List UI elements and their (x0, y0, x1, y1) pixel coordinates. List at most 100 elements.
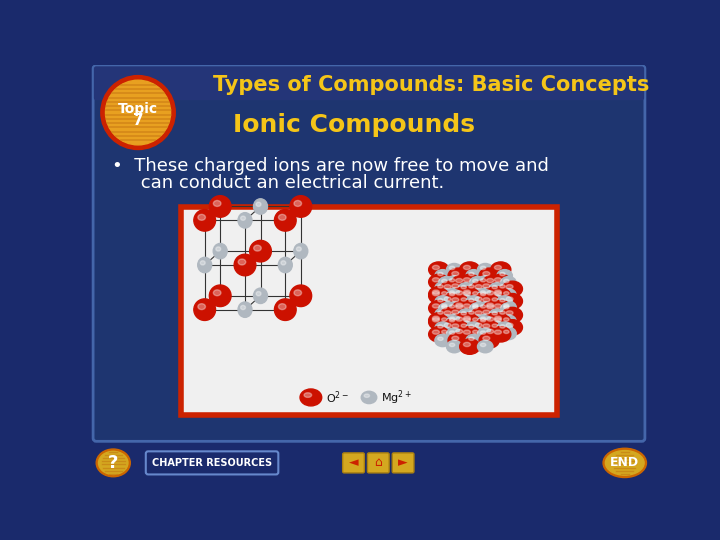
Ellipse shape (441, 281, 461, 296)
Ellipse shape (464, 265, 470, 269)
Ellipse shape (469, 285, 474, 288)
Ellipse shape (503, 304, 509, 307)
Ellipse shape (253, 199, 267, 214)
Ellipse shape (433, 265, 439, 269)
Ellipse shape (464, 330, 470, 334)
Ellipse shape (441, 304, 447, 307)
Ellipse shape (495, 290, 501, 294)
Ellipse shape (459, 313, 480, 328)
Ellipse shape (433, 292, 439, 296)
Ellipse shape (487, 317, 494, 321)
Ellipse shape (449, 317, 455, 320)
Ellipse shape (459, 288, 480, 303)
Ellipse shape (497, 308, 513, 320)
Ellipse shape (106, 80, 171, 145)
Ellipse shape (495, 265, 501, 269)
Ellipse shape (472, 330, 478, 334)
Ellipse shape (461, 298, 467, 301)
Ellipse shape (435, 282, 451, 294)
Ellipse shape (452, 326, 472, 341)
Ellipse shape (472, 306, 478, 309)
Ellipse shape (469, 337, 474, 340)
Ellipse shape (469, 311, 474, 314)
Ellipse shape (451, 272, 459, 276)
Ellipse shape (464, 316, 470, 320)
Ellipse shape (503, 306, 509, 309)
Ellipse shape (483, 298, 490, 302)
Ellipse shape (294, 244, 307, 259)
Ellipse shape (451, 284, 459, 288)
Ellipse shape (464, 278, 470, 282)
Ellipse shape (428, 274, 449, 289)
Ellipse shape (438, 315, 454, 327)
Ellipse shape (603, 448, 647, 477)
Ellipse shape (253, 245, 261, 251)
Ellipse shape (503, 330, 509, 334)
Ellipse shape (234, 254, 256, 276)
Ellipse shape (441, 279, 447, 282)
Ellipse shape (500, 272, 505, 276)
Ellipse shape (475, 297, 482, 301)
Ellipse shape (472, 320, 492, 335)
Ellipse shape (503, 318, 509, 321)
Ellipse shape (466, 269, 482, 282)
Ellipse shape (500, 289, 516, 301)
Ellipse shape (475, 311, 482, 315)
Ellipse shape (459, 287, 480, 302)
Ellipse shape (448, 280, 468, 296)
Ellipse shape (480, 292, 486, 296)
Ellipse shape (479, 333, 499, 348)
Ellipse shape (279, 257, 292, 273)
FancyBboxPatch shape (93, 65, 645, 441)
Ellipse shape (274, 299, 296, 320)
Ellipse shape (433, 318, 439, 322)
Ellipse shape (240, 216, 246, 220)
Ellipse shape (433, 316, 439, 320)
Ellipse shape (483, 272, 490, 276)
Ellipse shape (472, 279, 478, 282)
Ellipse shape (480, 331, 486, 334)
Ellipse shape (240, 306, 246, 309)
Ellipse shape (480, 343, 486, 347)
Ellipse shape (452, 314, 472, 329)
Ellipse shape (438, 311, 444, 314)
Ellipse shape (449, 343, 455, 347)
Ellipse shape (464, 292, 470, 296)
Ellipse shape (464, 318, 470, 322)
Ellipse shape (479, 307, 499, 322)
Ellipse shape (483, 300, 503, 315)
Ellipse shape (487, 303, 494, 307)
Ellipse shape (449, 305, 455, 308)
Ellipse shape (433, 278, 439, 282)
Text: 7: 7 (132, 113, 143, 128)
Ellipse shape (464, 290, 470, 294)
Ellipse shape (490, 300, 510, 316)
Ellipse shape (490, 313, 510, 328)
Ellipse shape (469, 299, 474, 302)
Ellipse shape (500, 276, 516, 289)
Ellipse shape (489, 321, 505, 334)
Ellipse shape (472, 292, 478, 295)
Ellipse shape (477, 288, 493, 300)
Ellipse shape (487, 305, 494, 309)
Ellipse shape (441, 294, 461, 309)
Ellipse shape (210, 195, 231, 217)
Ellipse shape (449, 291, 455, 294)
Ellipse shape (448, 307, 468, 322)
Ellipse shape (238, 302, 252, 318)
Ellipse shape (497, 269, 513, 282)
Ellipse shape (452, 287, 472, 303)
Ellipse shape (281, 261, 286, 265)
Ellipse shape (490, 274, 510, 289)
Text: ◄: ◄ (348, 456, 359, 469)
Ellipse shape (451, 310, 459, 314)
Ellipse shape (433, 290, 439, 294)
Ellipse shape (495, 316, 501, 320)
Ellipse shape (483, 324, 490, 328)
Ellipse shape (459, 339, 480, 354)
Ellipse shape (294, 200, 302, 206)
Ellipse shape (458, 283, 474, 295)
Ellipse shape (483, 301, 503, 316)
Ellipse shape (438, 276, 454, 289)
Ellipse shape (441, 318, 447, 321)
